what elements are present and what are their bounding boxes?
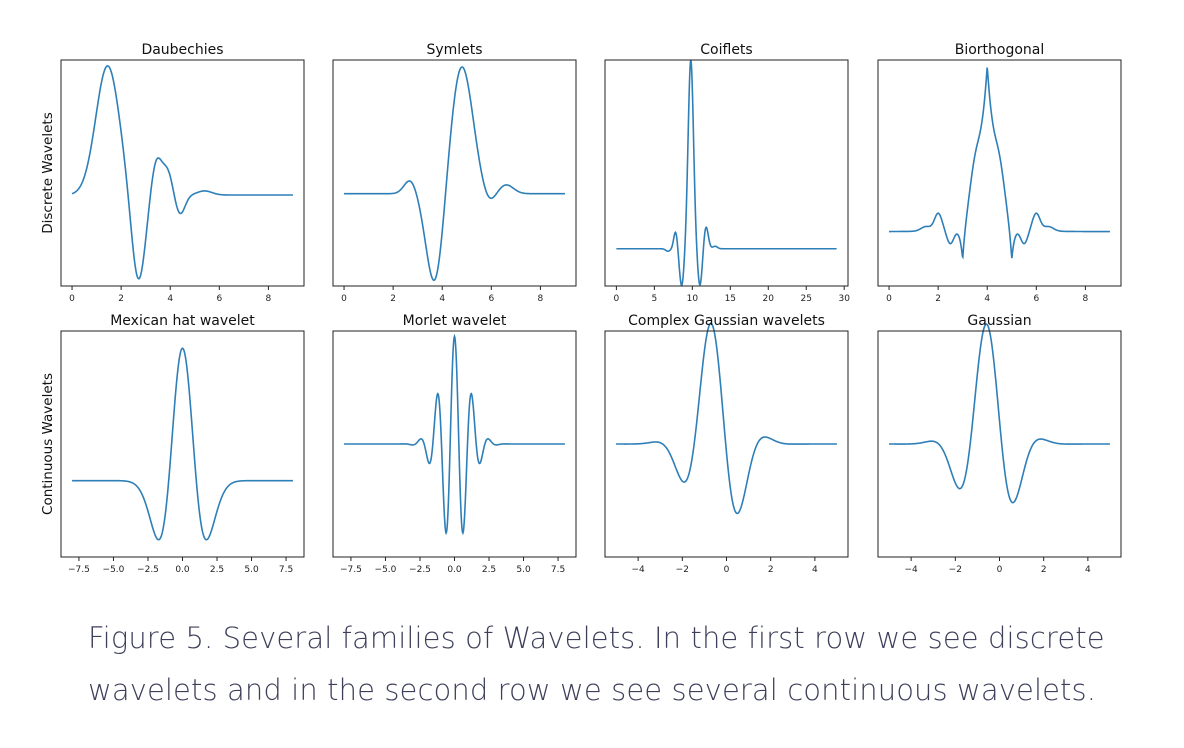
x-tick-label: 8	[1083, 294, 1089, 304]
panel-title: Biorthogonal	[955, 42, 1045, 58]
series-line	[616, 322, 837, 515]
x-tick-label: 4	[439, 294, 445, 304]
panel-title: Gaussian	[967, 313, 1031, 329]
series-line	[616, 59, 837, 287]
x-tick-label: 4	[984, 294, 990, 304]
x-tick-label: 5.0	[516, 565, 531, 575]
x-tick-label: 0	[341, 294, 347, 304]
axes-frame	[877, 59, 1122, 287]
x-tick-label: −5.0	[375, 565, 397, 575]
x-tick-label: 6	[216, 294, 222, 304]
x-tick-label: 0	[997, 565, 1003, 575]
x-tick-label: 7.5	[551, 565, 565, 575]
x-tick-label: 5.0	[244, 565, 259, 575]
x-tick-label: 5	[651, 294, 657, 304]
x-tick-label: 0	[69, 294, 75, 304]
panel-7: Complex Gaussian wavelets −4 −2 0 2 4	[604, 313, 849, 575]
panel-title: Complex Gaussian wavelets	[628, 313, 825, 329]
x-tick-label: 0.0	[175, 565, 190, 575]
x-tick-label: −7.5	[340, 565, 362, 575]
x-tick-label: 2	[390, 294, 396, 304]
panel-title: Symlets	[426, 42, 482, 58]
panel-title: Coiflets	[700, 42, 752, 58]
series-line	[344, 333, 565, 536]
x-tick-label: 4	[167, 294, 173, 304]
x-tick-label: 0	[886, 294, 892, 304]
x-tick-label: 25	[801, 294, 812, 304]
x-tick-label: −2.5	[409, 565, 431, 575]
x-tick-label: 8	[538, 294, 544, 304]
x-tick-label: 4	[812, 565, 818, 575]
panel-title: Morlet wavelet	[403, 313, 507, 329]
panel-8: Gaussian −4 −2 0 2 4	[877, 313, 1122, 575]
x-tick-label: 0	[614, 294, 620, 304]
x-tick-label: 2	[118, 294, 124, 304]
x-tick-label: 2.5	[482, 565, 496, 575]
series-line	[71, 65, 293, 280]
series-line	[889, 67, 1110, 260]
x-tick-label: −2.5	[137, 565, 159, 575]
x-tick-label: 30	[838, 294, 850, 304]
x-tick-label: −4	[904, 565, 918, 575]
x-tick-label: −7.5	[68, 565, 90, 575]
figure-caption: Figure 5. Several families of Wavelets. …	[88, 621, 1105, 707]
x-tick-label: −4	[631, 565, 645, 575]
panel-title: Daubechies	[141, 42, 223, 58]
x-tick-label: 15	[725, 294, 736, 304]
x-tick-label: 0.0	[447, 565, 462, 575]
panel-3: Coiflets 0 5 10 15 20 25 30	[604, 42, 850, 304]
panel-5: Mexican hat wavelet −7.5 −5.0 −2.5 0.0 2.5 5.0…	[60, 313, 305, 575]
series-line	[72, 347, 293, 541]
x-tick-label: 8	[266, 294, 272, 304]
row-label: Continuous Wavelets	[40, 373, 56, 515]
x-tick-label: −2	[676, 565, 689, 575]
x-tick-label: 20	[763, 294, 775, 304]
series-line	[889, 323, 1110, 504]
axes-frame	[604, 59, 849, 287]
panel-6: Morlet wavelet −7.5 −5.0 −2.5 0.0 2.5 5.0 7.5	[332, 313, 577, 575]
panel-4: Biorthogonal 0 2 4 6 8	[877, 42, 1122, 304]
wavelet-figure: Daubechies 0 2 4 6 8 Symlets 0 2 4 6 8 Coiflets 0 5 10 1…	[40, 42, 1122, 575]
axes-frame	[60, 59, 305, 287]
x-tick-label: 10	[687, 294, 699, 304]
panel-title: Mexican hat wavelet	[110, 313, 255, 329]
x-tick-label: −2	[949, 565, 962, 575]
x-tick-label: 6	[1033, 294, 1039, 304]
x-tick-label: 7.5	[279, 565, 293, 575]
series-line	[344, 66, 565, 282]
x-tick-label: 4	[1085, 565, 1091, 575]
axes-frame	[60, 330, 305, 558]
x-tick-label: −5.0	[103, 565, 125, 575]
panel-1: Daubechies 0 2 4 6 8	[60, 42, 305, 304]
x-tick-label: 6	[488, 294, 494, 304]
x-tick-label: 2	[1041, 565, 1047, 575]
axes-frame	[332, 59, 577, 287]
x-tick-label: 2	[935, 294, 941, 304]
x-tick-label: 2	[768, 565, 774, 575]
x-tick-label: 0	[724, 565, 730, 575]
x-tick-label: 2.5	[210, 565, 224, 575]
panel-2: Symlets 0 2 4 6 8	[332, 42, 577, 304]
row-label: Discrete Wavelets	[40, 112, 56, 234]
